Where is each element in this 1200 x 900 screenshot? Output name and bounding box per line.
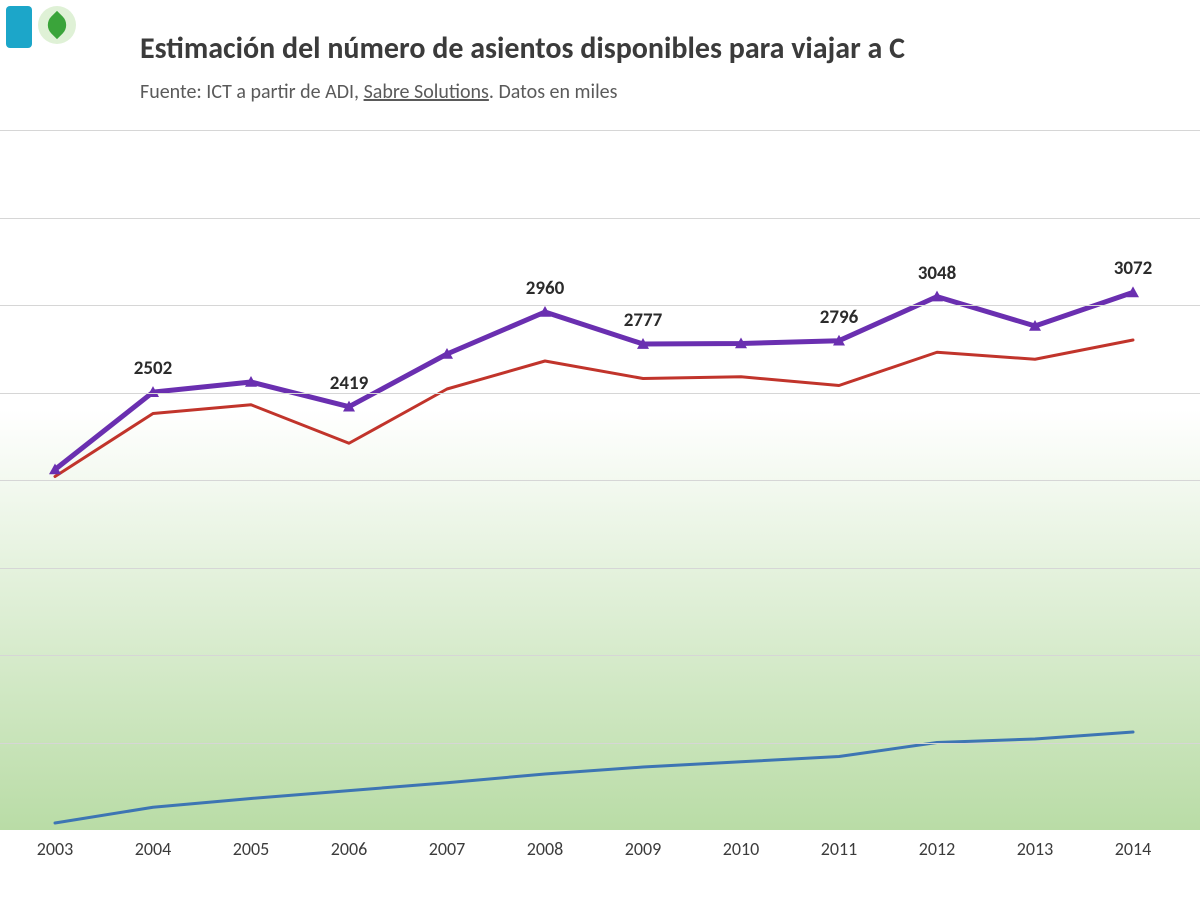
subtitle-underlined: Sabre Solutions — [364, 80, 489, 104]
gridline — [0, 218, 1200, 219]
ict-logo — [6, 6, 32, 48]
leaf-badge — [38, 6, 76, 44]
x-axis-label: 2003 — [37, 838, 74, 860]
chart-subtitle: Fuente: ICT a partir de ADI, Sabre Solut… — [140, 80, 1200, 104]
data-label: 3048 — [918, 262, 957, 285]
x-axis-label: 2011 — [821, 838, 858, 860]
data-label: 2777 — [624, 309, 663, 332]
chart-page: Estimación del número de asientos dispon… — [0, 0, 1200, 900]
x-axis-label: 2014 — [1115, 838, 1152, 860]
subtitle-suffix: . Datos en miles — [489, 80, 618, 104]
x-axis-label: 2004 — [135, 838, 172, 860]
data-label: 2960 — [526, 277, 565, 300]
data-label: 2419 — [330, 372, 369, 395]
plot-area: 2502256024192720296027772780279630482880… — [0, 130, 1200, 870]
grid-area: 2502256024192720296027772780279630482880… — [0, 130, 1200, 830]
x-axis-label: 2007 — [429, 838, 466, 860]
x-axis-label: 2006 — [331, 838, 368, 860]
data-label: 2502 — [134, 357, 173, 380]
gridline — [0, 130, 1200, 131]
leaf-icon — [43, 11, 71, 39]
series-line-secondary — [55, 340, 1133, 477]
brand-logos — [6, 6, 76, 48]
x-axis-label: 2005 — [233, 838, 270, 860]
x-axis-label: 2012 — [919, 838, 956, 860]
series-line-lower — [55, 732, 1133, 823]
gridline — [0, 393, 1200, 394]
subtitle-prefix: Fuente: ICT a partir de ADI, — [140, 80, 364, 104]
data-label: 3072 — [1114, 257, 1153, 280]
x-axis-label: 2008 — [527, 838, 564, 860]
x-axis: 2003 2004 2005 2006 2007 2008 2009 2010 2011 2012… — [0, 830, 1200, 870]
series-line-total — [55, 292, 1133, 469]
x-axis-label: 2013 — [1017, 838, 1054, 860]
gridline — [0, 305, 1200, 306]
gridline — [0, 743, 1200, 744]
x-axis-label: 2010 — [723, 838, 760, 860]
x-axis-label: 2009 — [625, 838, 662, 860]
gridline — [0, 480, 1200, 481]
gridline — [0, 655, 1200, 656]
data-label: 2796 — [820, 306, 859, 329]
chart-title: Estimación del número de asientos dispon… — [140, 30, 1200, 67]
gridline — [0, 568, 1200, 569]
